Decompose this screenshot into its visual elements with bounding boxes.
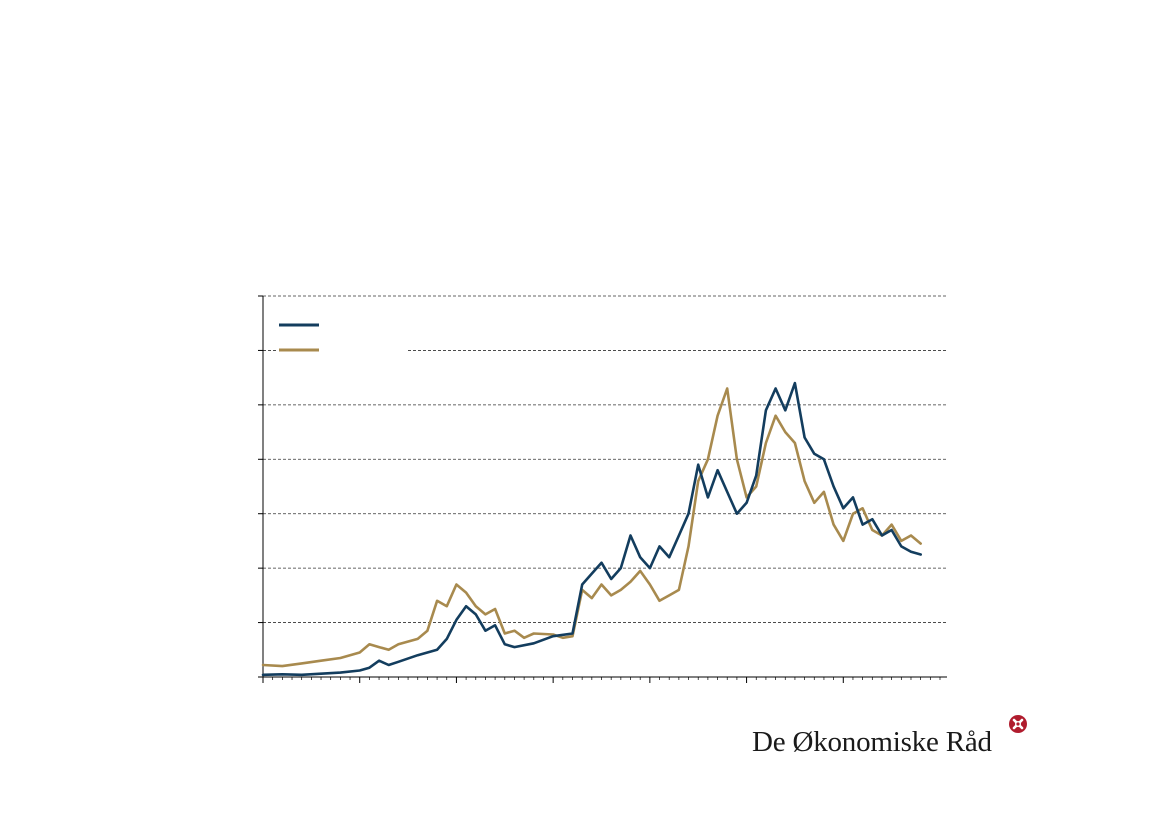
series-line <box>261 387 923 668</box>
series-line <box>261 381 923 677</box>
axes <box>258 295 947 683</box>
legend <box>279 323 319 352</box>
rosette-logo-icon <box>1009 715 1027 733</box>
series-lines <box>261 381 923 677</box>
brand-logo: De Økonomiske Råd <box>752 712 1042 762</box>
gridlines <box>263 295 947 623</box>
brand-name: De Økonomiske Råd <box>752 726 992 758</box>
